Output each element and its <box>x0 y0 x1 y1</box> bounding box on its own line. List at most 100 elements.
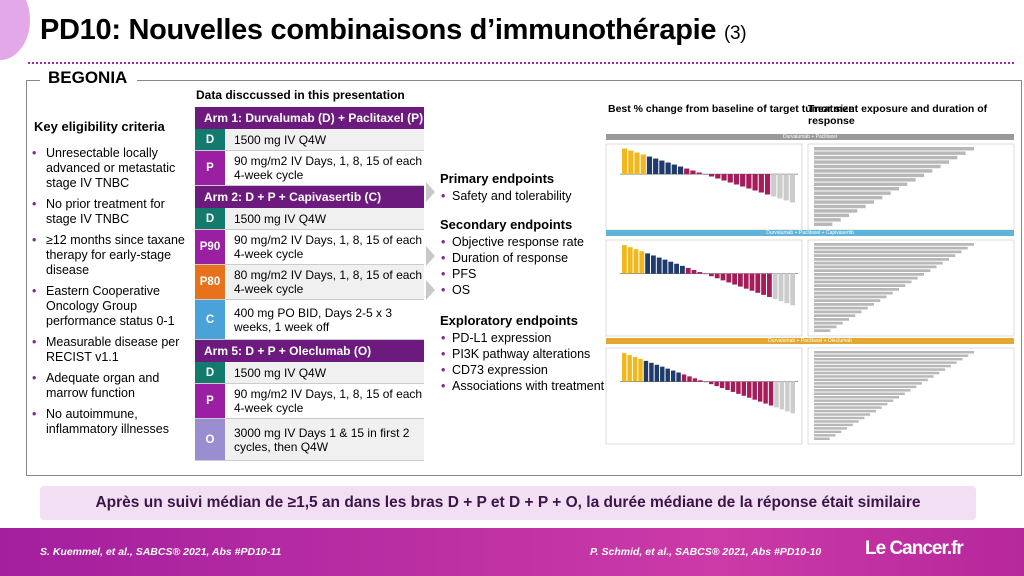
swimmer-bar <box>814 218 841 222</box>
waterfall-bar <box>768 381 774 406</box>
swimmer-bar <box>814 299 881 302</box>
criteria-item: No prior treatment for stage IV TNBC <box>30 197 190 227</box>
swimmer-bar <box>814 375 934 378</box>
swimmer-bar <box>814 321 843 325</box>
swimmer-bar <box>814 378 928 382</box>
dose-text: 3000 mg IV Days 1 & 15 in first 2 cycles… <box>234 425 410 454</box>
corner-decoration <box>0 0 30 60</box>
dose-row: P 90 mg/m2 IV Days, 1, 8, 15 of each 4-we… <box>195 151 424 186</box>
swimmer-bar <box>814 427 848 430</box>
swimmer-bar <box>814 325 837 329</box>
dose-row: C 400 mg PO BID, Days 2-5 x 3 weeks, 1 we… <box>195 300 424 340</box>
waterfall-bar <box>736 381 741 394</box>
waterfall-bar <box>685 267 691 274</box>
waterfall-bar <box>680 265 685 274</box>
swimmer-bar <box>814 276 918 280</box>
waterfall-bar <box>741 381 747 396</box>
brand-logo: Le Cancer.fr <box>865 538 964 559</box>
swimmer-bar <box>814 437 830 440</box>
swimmer-bar <box>814 303 874 306</box>
waterfall-bar <box>653 158 659 175</box>
criteria-item: Measurable disease per RECIST v1.1 <box>30 335 190 365</box>
dose-text: 1500 mg IV Q4W <box>234 365 327 380</box>
study-name: BEGONIA <box>40 68 138 88</box>
waterfall-bar <box>627 355 632 382</box>
waterfall-bar <box>622 353 627 382</box>
band-arm1: Durvalumab + Paclitaxel <box>606 134 1014 140</box>
waterfall-bar <box>671 164 677 175</box>
waterfall-bar <box>643 360 649 382</box>
waterfall-bar <box>733 174 740 185</box>
waterfall-bar <box>632 356 638 382</box>
swimmer-bar <box>814 291 893 295</box>
waterfall-bar <box>790 273 795 306</box>
dose-row: P 90 mg/m2 IV Days, 1, 8, 15 of each 4-we… <box>195 384 424 419</box>
waterfall-bar <box>628 150 634 175</box>
waterfall-bar <box>774 381 779 408</box>
data-title: Data disccussed in this presentation <box>196 88 405 102</box>
waterfall-bar <box>758 174 764 193</box>
waterfall-bar <box>732 273 737 285</box>
waterfall-bar <box>727 174 733 183</box>
waterfall-bar <box>659 160 665 175</box>
waterfall-bar <box>622 245 627 274</box>
waterfall-bar <box>738 273 743 287</box>
waterfall-bar <box>778 273 784 302</box>
waterfall-bar <box>764 174 771 195</box>
swimmer-bar <box>814 191 891 195</box>
dose-row: D 1500 mg IV Q4W <box>195 129 424 151</box>
footer-reference-right: P. Schmid, et al., SABCS® 2021, Abs #PD1… <box>590 546 822 558</box>
waterfall-bar <box>790 381 795 414</box>
band-arm5: Durvalumab + Paclitaxel + Oleclumab <box>606 338 1014 344</box>
waterfall-bar <box>747 381 752 398</box>
footer-reference-left: S. Kuemmel, et al., SABCS® 2021, Abs #PD… <box>40 546 282 558</box>
swimmer-bar <box>814 222 833 226</box>
swimmer-bar <box>814 371 940 375</box>
title-divider <box>28 62 1014 64</box>
waterfall-bar <box>709 174 715 177</box>
drug-badge: C <box>195 300 225 339</box>
dose-row: D 1500 mg IV Q4W <box>195 208 424 230</box>
dose-text: 1500 mg IV Q4W <box>234 211 327 226</box>
dose-text: 80 mg/m2 IV Days, 1, 8, 15 of each 4-wee… <box>234 268 423 296</box>
swimmer-bar <box>814 250 962 254</box>
waterfall-bar <box>730 381 736 392</box>
waterfall-bar <box>656 257 662 274</box>
swimmer-bar <box>814 382 923 385</box>
swimmer-bar <box>814 243 974 246</box>
criteria-item: ≥12 months since taxane therapy for earl… <box>30 233 190 278</box>
waterfall-bar <box>784 273 790 304</box>
criteria-heading: Key eligibility criteria <box>34 119 165 134</box>
waterfall-bar <box>763 381 768 404</box>
drug-badge: P <box>195 384 225 418</box>
waterfall-bar <box>698 380 703 382</box>
criteria-item: Eastern Cooperative Oncology Group perfo… <box>30 284 190 329</box>
dose-text: 90 mg/m2 IV Days, 1, 8, 15 of each 4-wee… <box>234 233 423 261</box>
swimmer-title: Treatment exposure and duration of respo… <box>808 103 988 127</box>
swimmer-bar <box>814 254 956 257</box>
dose-row: D 1500 mg IV Q4W <box>195 362 424 384</box>
drug-badge: P90 <box>195 230 225 264</box>
swimmer-bar <box>814 306 868 310</box>
swimmer-bar <box>814 396 899 399</box>
waterfall-bar <box>662 259 668 274</box>
waterfall-bar <box>783 174 789 201</box>
waterfall-bar <box>639 251 645 274</box>
waterfall-bar <box>627 247 633 274</box>
waterfall-bar <box>651 255 656 274</box>
waterfall-bar <box>789 174 795 203</box>
dose-text: 90 mg/m2 IV Days, 1, 8, 15 of each 4-wee… <box>234 387 423 415</box>
drug-badge: D <box>195 129 225 150</box>
swimmer-bar <box>814 406 882 409</box>
chevron-icon <box>426 246 435 266</box>
waterfall-bar <box>649 362 654 382</box>
swimmer-bar <box>814 434 836 437</box>
swimmer-bar <box>814 430 842 434</box>
waterfall-bar <box>670 370 676 382</box>
swimmer-bar <box>814 392 905 395</box>
conclusion-banner: Après un suivi médian de ≥1,5 an dans le… <box>40 486 976 520</box>
waterfall-bar <box>772 273 778 300</box>
content-panel <box>26 80 1022 476</box>
arm-header: Arm 1: Durvalumab (D) + Paclitaxel (P) <box>195 107 424 129</box>
swimmer-bar <box>814 310 862 314</box>
